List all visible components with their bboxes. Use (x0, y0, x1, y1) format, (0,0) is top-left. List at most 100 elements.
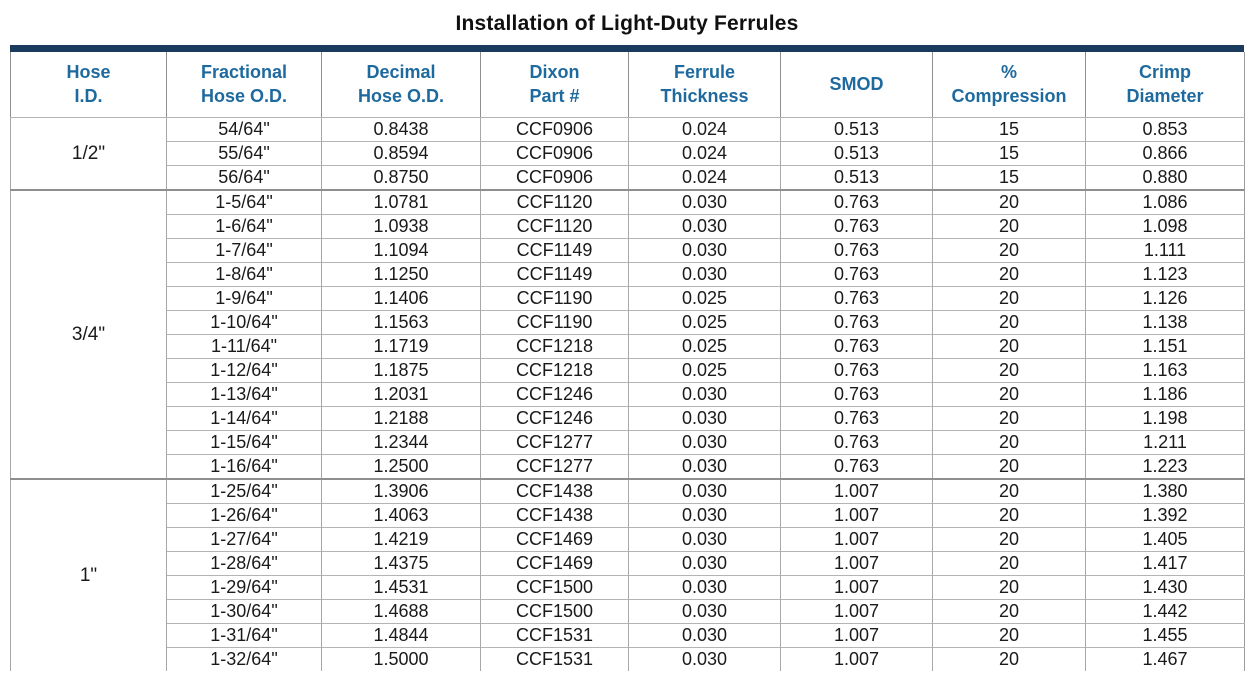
cell-crimp_diameter: 1.223 (1085, 454, 1245, 479)
table-row: 1-30/64" 1.4688 CCF1500 0.030 1.007 20 1.442 (11, 599, 1245, 624)
cell-fractional_od: 1-11/64" (166, 334, 322, 359)
cell-smod: 1.007 (780, 503, 933, 528)
cell-dixon_part: CCF1218 (480, 334, 629, 359)
cell-decimal_od: 1.2500 (321, 454, 481, 479)
cell-crimp_diameter: 1.417 (1085, 551, 1245, 576)
cell-dixon_part: CCF1469 (480, 551, 629, 576)
table-row: 1-31/64" 1.4844 CCF1531 0.030 1.007 20 1.455 (11, 623, 1245, 648)
cell-dixon_part: CCF1190 (480, 310, 629, 335)
cell-fractional_od: 1-7/64" (166, 238, 322, 263)
hose-id-cell: 1" (10, 478, 167, 671)
table-row: 1-15/64" 1.2344 CCF1277 0.030 0.763 20 1.211 (11, 430, 1245, 455)
cell-ferrule_thickness: 0.030 (628, 406, 781, 431)
cell-fractional_od: 1-25/64" (166, 478, 322, 504)
cell-smod: 0.763 (780, 262, 933, 287)
cell-compression: 20 (932, 647, 1086, 671)
cell-fractional_od: 1-31/64" (166, 623, 322, 648)
cell-ferrule_thickness: 0.030 (628, 430, 781, 455)
cell-compression: 15 (932, 165, 1086, 190)
cell-dixon_part: CCF0906 (480, 165, 629, 190)
table-row: 1-29/64" 1.4531 CCF1500 0.030 1.007 20 1.430 (11, 575, 1245, 600)
cell-smod: 0.763 (780, 406, 933, 431)
cell-ferrule_thickness: 0.030 (628, 478, 781, 504)
cell-compression: 20 (932, 262, 1086, 287)
cell-compression: 20 (932, 430, 1086, 455)
cell-dixon_part: CCF1120 (480, 189, 629, 215)
cell-decimal_od: 1.2344 (321, 430, 481, 455)
cell-ferrule_thickness: 0.030 (628, 623, 781, 648)
cell-fractional_od: 1-32/64" (166, 647, 322, 671)
col-header-decimal-od: Decimal Hose O.D. (321, 52, 481, 118)
cell-ferrule_thickness: 0.025 (628, 286, 781, 311)
cell-compression: 20 (932, 382, 1086, 407)
cell-decimal_od: 1.4375 (321, 551, 481, 576)
cell-decimal_od: 1.5000 (321, 647, 481, 671)
cell-ferrule_thickness: 0.030 (628, 382, 781, 407)
cell-compression: 20 (932, 503, 1086, 528)
cell-crimp_diameter: 1.392 (1085, 503, 1245, 528)
cell-decimal_od: 1.4063 (321, 503, 481, 528)
cell-compression: 20 (932, 238, 1086, 263)
col-header-ferrule-thickness: Ferrule Thickness (628, 52, 781, 118)
header-row: Hose I.D. Fractional Hose O.D. Decimal H… (10, 52, 1245, 118)
cell-dixon_part: CCF1469 (480, 527, 629, 552)
cell-dixon_part: CCF1438 (480, 478, 629, 504)
cell-dixon_part: CCF0906 (480, 117, 629, 142)
cell-dixon_part: CCF1500 (480, 575, 629, 600)
cell-fractional_od: 1-30/64" (166, 599, 322, 624)
cell-fractional_od: 1-29/64" (166, 575, 322, 600)
col-header-compression: % Compression (932, 52, 1086, 118)
cell-decimal_od: 1.3906 (321, 478, 481, 504)
cell-dixon_part: CCF0906 (480, 141, 629, 166)
cell-ferrule_thickness: 0.025 (628, 310, 781, 335)
hose-id-cell: 1/2" (10, 117, 167, 190)
table-row: 3/4" 1-5/64" 1.0781 CCF1120 0.030 0.763 20 1.08… (10, 189, 1245, 479)
cell-ferrule_thickness: 0.030 (628, 238, 781, 263)
cell-compression: 15 (932, 141, 1086, 166)
cell-crimp_diameter: 1.163 (1085, 358, 1245, 383)
cell-compression: 20 (932, 599, 1086, 624)
table-header: Hose I.D. Fractional Hose O.D. Decimal H… (10, 52, 1245, 118)
cell-smod: 0.513 (780, 141, 933, 166)
cell-fractional_od: 1-5/64" (166, 189, 322, 215)
cell-dixon_part: CCF1531 (480, 623, 629, 648)
cell-decimal_od: 0.8594 (321, 141, 481, 166)
table-row: 1-26/64" 1.4063 CCF1438 0.030 1.007 20 1.392 (11, 503, 1245, 528)
cell-dixon_part: CCF1277 (480, 454, 629, 479)
table-row: 1-7/64" 1.1094 CCF1149 0.030 0.763 20 1.111 (11, 238, 1245, 263)
cell-crimp_diameter: 0.866 (1085, 141, 1245, 166)
col-header-hose-id: Hose I.D. (10, 52, 167, 118)
cell-crimp_diameter: 1.151 (1085, 334, 1245, 359)
cell-smod: 0.763 (780, 214, 933, 239)
cell-smod: 1.007 (780, 478, 933, 504)
table-row: 55/64" 0.8594 CCF0906 0.024 0.513 15 0.866 (11, 141, 1245, 166)
cell-crimp_diameter: 0.880 (1085, 165, 1245, 190)
cell-dixon_part: CCF1246 (480, 406, 629, 431)
cell-ferrule_thickness: 0.030 (628, 575, 781, 600)
cell-ferrule_thickness: 0.025 (628, 334, 781, 359)
cell-fractional_od: 55/64" (166, 141, 322, 166)
table-row: 1-12/64" 1.1875 CCF1218 0.025 0.763 20 1.163 (11, 358, 1245, 383)
cell-crimp_diameter: 1.098 (1085, 214, 1245, 239)
cell-compression: 20 (932, 286, 1086, 311)
cell-dixon_part: CCF1190 (480, 286, 629, 311)
cell-dixon_part: CCF1149 (480, 238, 629, 263)
cell-dixon_part: CCF1218 (480, 358, 629, 383)
cell-compression: 20 (932, 623, 1086, 648)
cell-ferrule_thickness: 0.030 (628, 527, 781, 552)
cell-fractional_od: 1-13/64" (166, 382, 322, 407)
cell-smod: 0.513 (780, 117, 933, 142)
top-rule (10, 45, 1244, 52)
cell-compression: 20 (932, 478, 1086, 504)
cell-compression: 20 (932, 214, 1086, 239)
cell-fractional_od: 56/64" (166, 165, 322, 190)
cell-ferrule_thickness: 0.030 (628, 214, 781, 239)
col-header-crimp-diameter: Crimp Diameter (1085, 52, 1245, 118)
cell-fractional_od: 1-26/64" (166, 503, 322, 528)
cell-smod: 0.763 (780, 286, 933, 311)
cell-dixon_part: CCF1149 (480, 262, 629, 287)
cell-smod: 0.763 (780, 334, 933, 359)
cell-decimal_od: 1.1250 (321, 262, 481, 287)
col-header-smod: SMOD (780, 52, 933, 118)
